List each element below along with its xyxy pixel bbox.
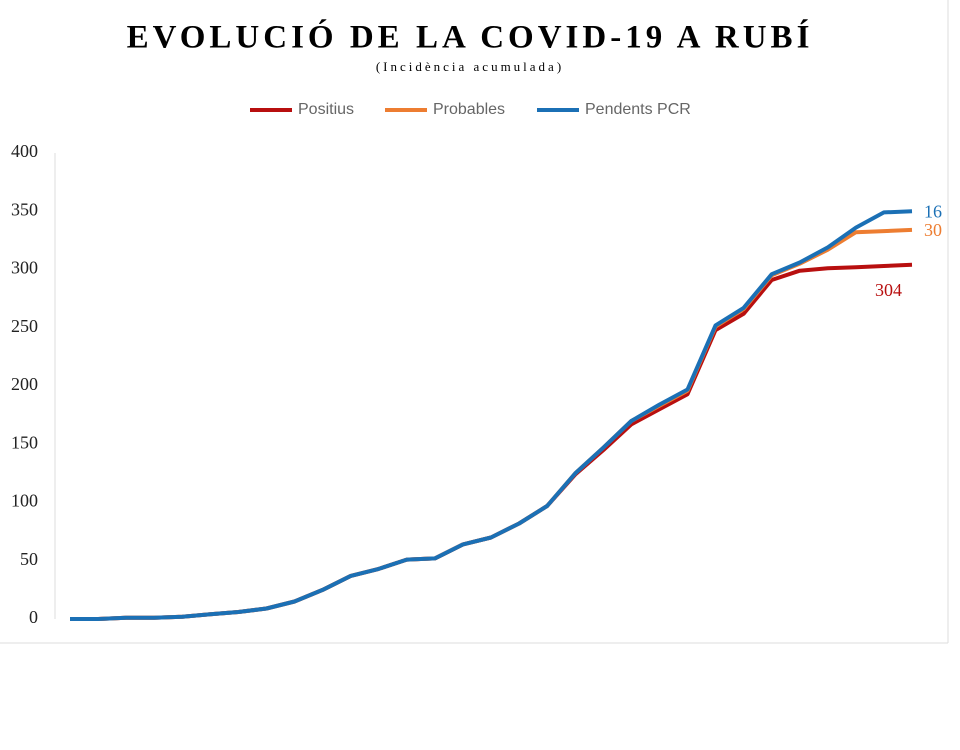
y-tick-label: 0: [29, 607, 38, 627]
y-tick-label: 300: [11, 258, 38, 278]
series-line: [70, 227, 913, 621]
series-line: [70, 209, 913, 621]
y-tick-label: 50: [20, 549, 38, 569]
chart-subtitle: (Incidència acumulada): [376, 59, 564, 74]
data-label: 30: [924, 220, 942, 240]
y-tick-label: 250: [11, 316, 38, 336]
legend-label: Probables: [433, 101, 505, 118]
legend-label: Positius: [298, 101, 354, 118]
chart-title: EVOLUCIÓ DE LA COVID-19 A RUBÍ: [127, 18, 814, 56]
y-tick-label: 200: [11, 374, 38, 394]
y-tick-label: 400: [11, 141, 38, 161]
y-tick-label: 150: [11, 432, 38, 452]
legend-label: Pendents PCR: [585, 101, 691, 118]
y-tick-label: 350: [11, 199, 38, 219]
series-line: [70, 262, 913, 621]
y-tick-label: 100: [11, 491, 38, 511]
data-label: 16: [924, 201, 942, 221]
data-label: 304: [875, 280, 902, 300]
